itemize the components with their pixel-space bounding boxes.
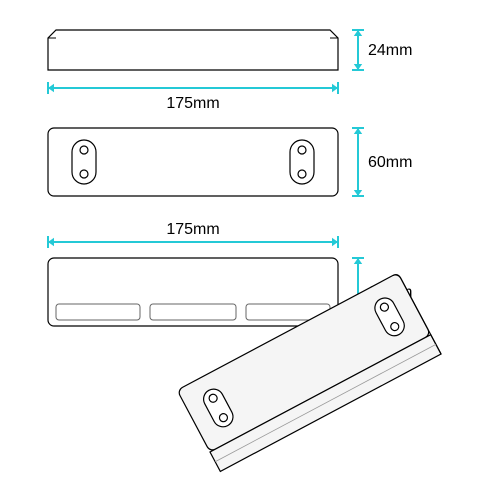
dim-label: 60mm bbox=[368, 154, 412, 171]
dimension-diagram: 175mm24mm60mm175mm60mm bbox=[0, 0, 500, 500]
side-view bbox=[48, 30, 338, 70]
dim-label: 175mm bbox=[166, 95, 219, 112]
dim-label: 175mm bbox=[166, 221, 219, 238]
bottom-panel bbox=[56, 304, 140, 320]
dim-label: 24mm bbox=[368, 42, 412, 59]
bottom-panel bbox=[150, 304, 236, 320]
